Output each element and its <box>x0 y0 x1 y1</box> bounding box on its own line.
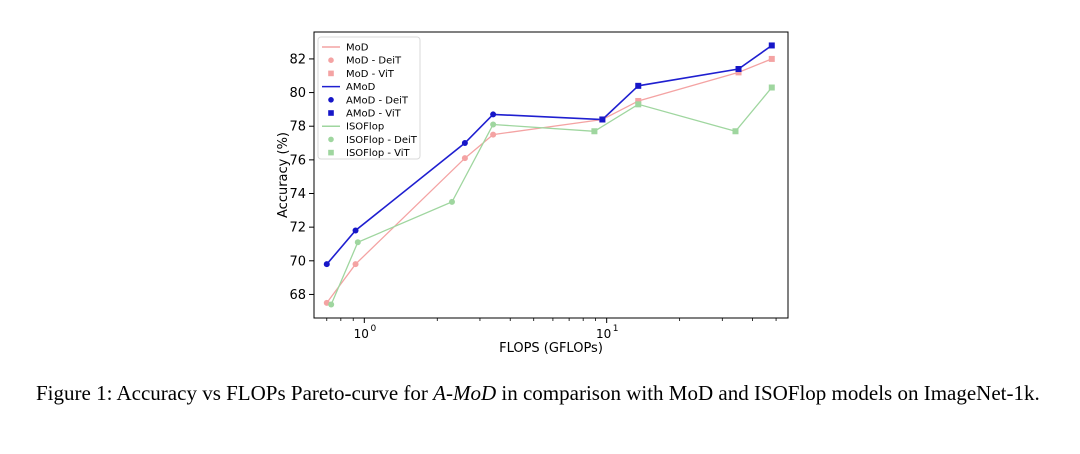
x-tick-label-2: 10 <box>596 327 611 341</box>
point-amod-deit-3 <box>461 140 468 147</box>
point-isoflop-vit-1 <box>591 128 598 135</box>
point-isoflop-deit-2 <box>354 239 361 246</box>
legend-label-amod-vit: AMoD - ViT <box>346 109 402 120</box>
point-amod-vit-4 <box>768 42 775 49</box>
legend-label-mod-deit: MoD - DeiT <box>346 56 402 67</box>
legend-label-isoflop: ISOFlop <box>346 122 384 133</box>
legend-label-isoflop-deit: ISOFlop - DeiT <box>346 135 418 146</box>
point-amod-deit-1 <box>323 261 330 268</box>
point-isoflop-vit-4 <box>768 84 775 91</box>
series-line-mod <box>326 58 773 304</box>
legend-box <box>317 36 421 160</box>
legend-swatch-isoflop-deit <box>328 136 334 143</box>
point-amod-vit-1 <box>599 116 606 123</box>
point-isoflop-deit-4 <box>490 121 497 128</box>
legend-swatch-mod-deit <box>328 57 334 63</box>
point-isoflop-deit-1 <box>328 301 335 308</box>
plot-frame <box>313 31 789 319</box>
point-isoflop-vit-2 <box>635 101 642 108</box>
point-mod-vit-3 <box>735 69 742 76</box>
figure-caption: Figure 1: Accuracy vs FLOPs Pareto-curve… <box>36 380 1052 407</box>
legend-item-mod-deit: MoD - DeiT <box>328 56 402 67</box>
point-amod-vit-3 <box>735 66 742 73</box>
x-axis-ticks: 10 0 10 1 <box>326 318 777 341</box>
legend-swatch-mod-vit <box>328 70 334 77</box>
x-axis-label: FLOPS (GFLOPs) <box>499 341 603 356</box>
legend-item-mod: MoD <box>322 43 369 54</box>
y-tick-label-78: 78 <box>289 120 306 135</box>
legend-label-isoflop-vit: ISOFlop - ViT <box>346 148 411 159</box>
point-mod-deit-3 <box>461 155 468 162</box>
legend-label-amod-deit: AMoD - DeiT <box>346 95 409 106</box>
x-tick-exponent-2: 1 <box>613 324 619 334</box>
legend-swatch-isoflop-vit <box>328 149 334 156</box>
point-mod-vit-4 <box>768 55 775 62</box>
legend-swatch-amod-vit <box>328 110 334 116</box>
legend-items: MoD MoD - DeiT MoD - ViT AMoD AMoD - DeiT AMo… <box>322 43 418 159</box>
y-axis-label: Accuracy (%) <box>276 132 291 218</box>
point-mod-deit-4 <box>490 131 497 138</box>
y-tick-label-74: 74 <box>289 187 306 202</box>
point-isoflop-vit-3 <box>732 128 739 135</box>
point-isoflop-deit-3 <box>448 198 455 205</box>
point-mod-vit-2 <box>635 97 642 104</box>
legend-item-amod-deit: AMoD - DeiT <box>328 95 409 106</box>
y-axis-ticks: 68 70 72 74 76 78 80 82 <box>289 52 314 303</box>
y-tick-label-76: 76 <box>289 153 306 168</box>
point-mod-deit-2 <box>352 261 359 268</box>
caption-emphasis: A-MoD <box>433 381 497 405</box>
point-amod-deit-2 <box>352 227 359 234</box>
series-line-amod <box>326 44 773 265</box>
y-tick-label-68: 68 <box>289 288 306 303</box>
legend-item-isoflop-deit: ISOFlop - DeiT <box>328 135 418 146</box>
series-line-isoflop <box>330 87 773 305</box>
legend-item-mod-vit: MoD - ViT <box>328 69 395 80</box>
legend-label-mod: MoD <box>346 43 369 54</box>
point-amod-deit-4 <box>490 111 497 118</box>
caption-prefix: Figure 1: Accuracy vs FLOPs Pareto-curve… <box>36 381 434 405</box>
legend-item-isoflop-vit: ISOFlop - ViT <box>328 148 411 159</box>
legend-item-isoflop: ISOFlop <box>322 122 384 133</box>
y-tick-label-80: 80 <box>289 86 306 101</box>
x-tick-label-1: 10 <box>354 327 369 341</box>
point-amod-vit-2 <box>635 82 642 89</box>
y-tick-label-70: 70 <box>289 254 306 269</box>
legend-swatch-amod-deit <box>328 97 334 103</box>
legend-item-amod-vit: AMoD - ViT <box>328 109 402 120</box>
legend-label-mod-vit: MoD - ViT <box>346 69 395 80</box>
legend-item-amod: AMoD <box>322 82 376 93</box>
legend-label-amod: AMoD <box>346 82 376 93</box>
legend: MoD MoD - DeiT MoD - ViT AMoD AMoD - DeiT AMo… <box>317 36 421 160</box>
y-tick-label-82: 82 <box>289 52 306 67</box>
y-tick-label-72: 72 <box>289 221 306 236</box>
plot-marks <box>323 42 775 308</box>
caption-suffix: in comparison with MoD and ISOFlop model… <box>496 381 1040 405</box>
x-tick-exponent-1: 0 <box>370 324 376 334</box>
